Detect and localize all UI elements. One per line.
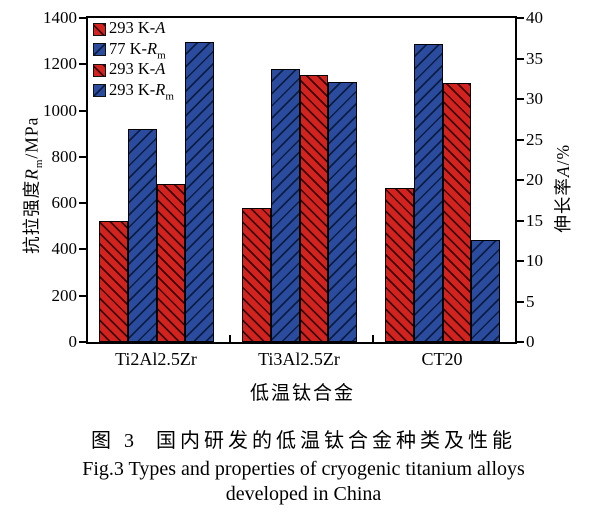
left-axis-tick-200 [79,294,86,297]
x-category-label-2: CT20 [421,349,463,369]
left-axis-tick-0 [79,341,86,343]
left-axis-tick-600 [79,202,86,205]
right-axis-tick-35 [517,57,524,60]
right-axis-tick-label-35: 35 [526,48,543,68]
right-axis-tick-10 [517,260,524,262]
bar-CT20-series1 [413,43,443,342]
left-axis-tick-1200 [79,63,86,66]
legend-label: 77 K-Rm [109,38,166,61]
left-axis-tick-label-200: 200 [51,285,78,305]
left-axis-tick-label-0: 0 [68,332,78,351]
right-axis-tick-label-15: 15 [526,210,543,230]
bar-Ti3Al2.5Zr-series0 [242,208,271,342]
bar-CT20-series3 [471,240,500,342]
right-axis-tick-5 [517,300,524,303]
left-axis-tick-label-400: 400 [51,239,78,259]
left-axis-tick-400 [79,248,86,251]
right-axis-tick-label-5: 5 [526,291,535,311]
legend-item-3: 293 K-Rm [93,79,174,102]
legend-item-0: 293 K-A [93,18,174,40]
caption-chinese: 图 3 国内研发的低温钛合金种类及性能 [0,424,607,453]
bar-Ti2Al2.5Zr-series1 [127,129,157,342]
left-axis-tick-label-600: 600 [51,193,78,213]
bar-Ti3Al2.5Zr-series2 [299,74,329,342]
left-axis-title-symbol: R [21,168,42,180]
bar-CT20-series0 [385,188,414,342]
left-axis-tick-label-1000: 1000 [43,100,77,120]
left-axis-tick-1400 [79,17,86,19]
right-axis-tick-label-0: 0 [526,332,535,351]
bar-Ti2Al2.5Zr-series3 [185,42,214,342]
right-axis-tick-label-20: 20 [526,170,543,189]
right-axis-tick-20 [517,179,524,181]
caption-english-line1: Fig.3 Types and properties of cryogenic … [82,458,525,480]
caption-english-line2: developed in China [225,483,382,505]
legend-label: 293 K-A [109,18,166,38]
right-axis-tick-label-40: 40 [526,8,543,27]
left-axis-tick-label-800: 800 [51,146,78,166]
legend-label: 293 K-Rm [109,79,174,102]
bar-CT20-series2 [442,82,472,342]
bar-Ti2Al2.5Zr-series0 [99,220,128,342]
right-axis-tick-30 [517,98,524,100]
left-axis-tick-1000 [79,109,86,112]
left-axis-tick-800 [79,155,86,158]
legend: 293 K-A 77 K-Rm 293 K-A 293 K-Rm [93,18,174,102]
right-axis-tick-label-10: 10 [526,251,543,270]
right-axis-tick-25 [517,138,524,141]
legend-item-1: 77 K-Rm [93,38,174,61]
caption-chinese-text: 国内研发的低温钛合金种类及性能 [156,430,516,452]
bar-Ti3Al2.5Zr-series1 [270,68,300,342]
caption-figure-number: 图 3 [91,430,138,452]
right-axis-tick-40 [517,17,524,19]
left-axis-tick-label-1400: 1400 [43,8,77,27]
bar-Ti2Al2.5Zr-series2 [156,184,186,342]
right-axis-tick-0 [517,341,524,343]
legend-swatch-red-hatch [93,22,106,36]
bar-Ti3Al2.5Zr-series3 [328,81,357,342]
x-category-label-1: Ti3Al2.5Zr [258,349,340,369]
right-axis-tick-label-25: 25 [526,129,543,149]
x-axis-inner-tick-2 [371,335,374,342]
legend-item-2: 293 K-A [93,59,174,81]
legend-swatch-blue-hatch [93,84,106,98]
legend-label: 293 K-A [109,59,166,79]
legend-swatch-blue-hatch [93,43,106,57]
x-axis-title: 低温钛合金 [249,383,355,404]
legend-swatch-red-hatch [93,63,106,77]
left-axis-tick-label-1200: 1200 [43,54,77,74]
right-axis-tick-label-30: 30 [526,89,543,108]
x-category-label-0: Ti2Al2.5Zr [115,349,197,369]
right-axis-tick-15 [517,219,524,222]
x-axis-inner-tick-1 [229,335,232,342]
plot-area: 293 K-A 77 K-Rm 293 K-A 293 K-Rm [86,16,517,344]
